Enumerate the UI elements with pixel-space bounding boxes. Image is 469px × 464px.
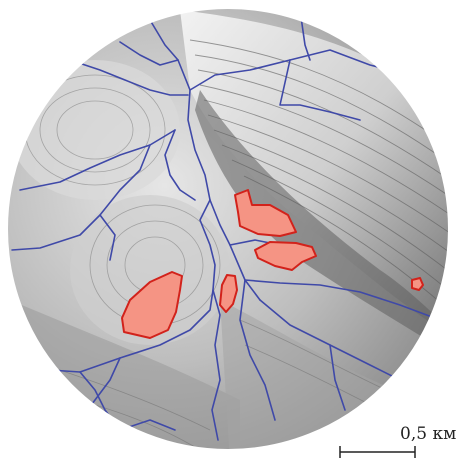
patch-center-east[interactable] bbox=[254, 241, 317, 271]
scale-bar bbox=[339, 446, 416, 458]
patch-upper-center[interactable] bbox=[234, 189, 297, 237]
map-boundary bbox=[6, 7, 450, 451]
patch-east-tiny[interactable] bbox=[411, 277, 424, 291]
patch-southwest-large[interactable] bbox=[121, 271, 183, 339]
stream-network bbox=[11, 9, 441, 441]
patch-layer bbox=[121, 189, 424, 339]
scale-bar-label: 0,5 км bbox=[400, 424, 457, 444]
patch-center-small[interactable] bbox=[219, 274, 238, 313]
main-stream bbox=[149, 19, 261, 301]
